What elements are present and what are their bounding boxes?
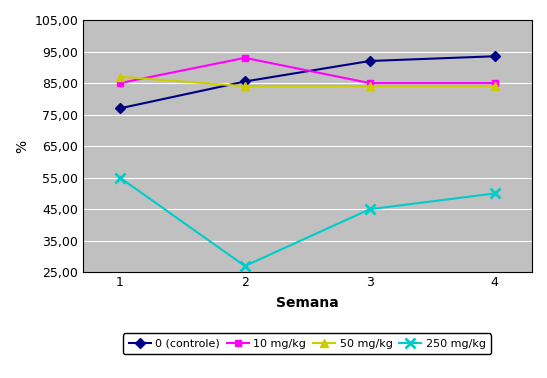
Legend: 0 (controle), 10 mg/kg, 50 mg/kg, 250 mg/kg: 0 (controle), 10 mg/kg, 50 mg/kg, 250 mg… bbox=[123, 333, 491, 355]
Y-axis label: %: % bbox=[15, 139, 29, 153]
X-axis label: Semana: Semana bbox=[276, 296, 339, 310]
